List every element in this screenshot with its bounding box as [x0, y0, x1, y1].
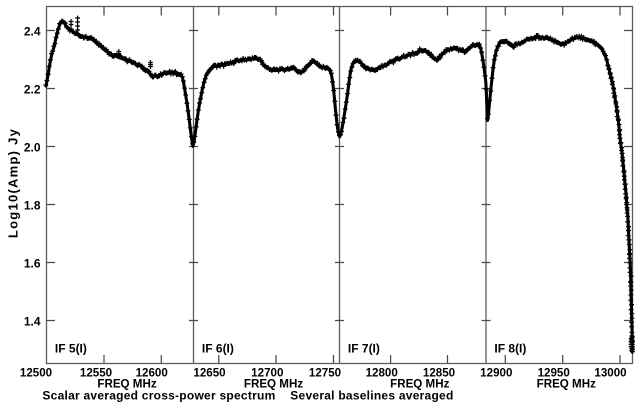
svg-text:Several baselines averaged: Several baselines averaged — [290, 389, 453, 403]
svg-text:12700: 12700 — [251, 366, 283, 379]
svg-text:1.4: 1.4 — [24, 314, 41, 328]
svg-text:2.0: 2.0 — [24, 140, 41, 154]
svg-text:12800: 12800 — [366, 366, 398, 379]
svg-text:12750: 12750 — [309, 366, 341, 379]
svg-text:1.8: 1.8 — [24, 198, 41, 212]
svg-text:IF 8(I): IF 8(I) — [494, 342, 526, 356]
svg-text:12550: 12550 — [80, 366, 112, 379]
svg-text:FREQ MHz: FREQ MHz — [390, 378, 449, 391]
svg-text:IF 7(I): IF 7(I) — [348, 342, 380, 356]
svg-text:12850: 12850 — [423, 366, 455, 379]
svg-text:FREQ MHz: FREQ MHz — [97, 378, 156, 391]
svg-text:12650: 12650 — [193, 366, 225, 379]
svg-text:13000: 13000 — [594, 366, 626, 379]
svg-text:2.4: 2.4 — [24, 24, 41, 38]
svg-text:1.6: 1.6 — [24, 256, 41, 270]
svg-text:2.2: 2.2 — [24, 82, 41, 96]
svg-text:12500: 12500 — [20, 366, 52, 379]
svg-text:12600: 12600 — [136, 366, 168, 379]
svg-text:IF 6(I): IF 6(I) — [202, 342, 234, 356]
svg-text:FREQ MHz: FREQ MHz — [537, 378, 596, 391]
svg-text:12900: 12900 — [480, 366, 512, 379]
svg-text:IF 5(I): IF 5(I) — [55, 342, 87, 356]
svg-text:Log10(Amp) Jy: Log10(Amp) Jy — [6, 128, 21, 238]
svg-text:FREQ MHz: FREQ MHz — [244, 378, 303, 391]
svg-text:12950: 12950 — [538, 366, 570, 379]
svg-text:Scalar averaged cross-power sp: Scalar averaged cross-power spectrum — [42, 389, 275, 403]
